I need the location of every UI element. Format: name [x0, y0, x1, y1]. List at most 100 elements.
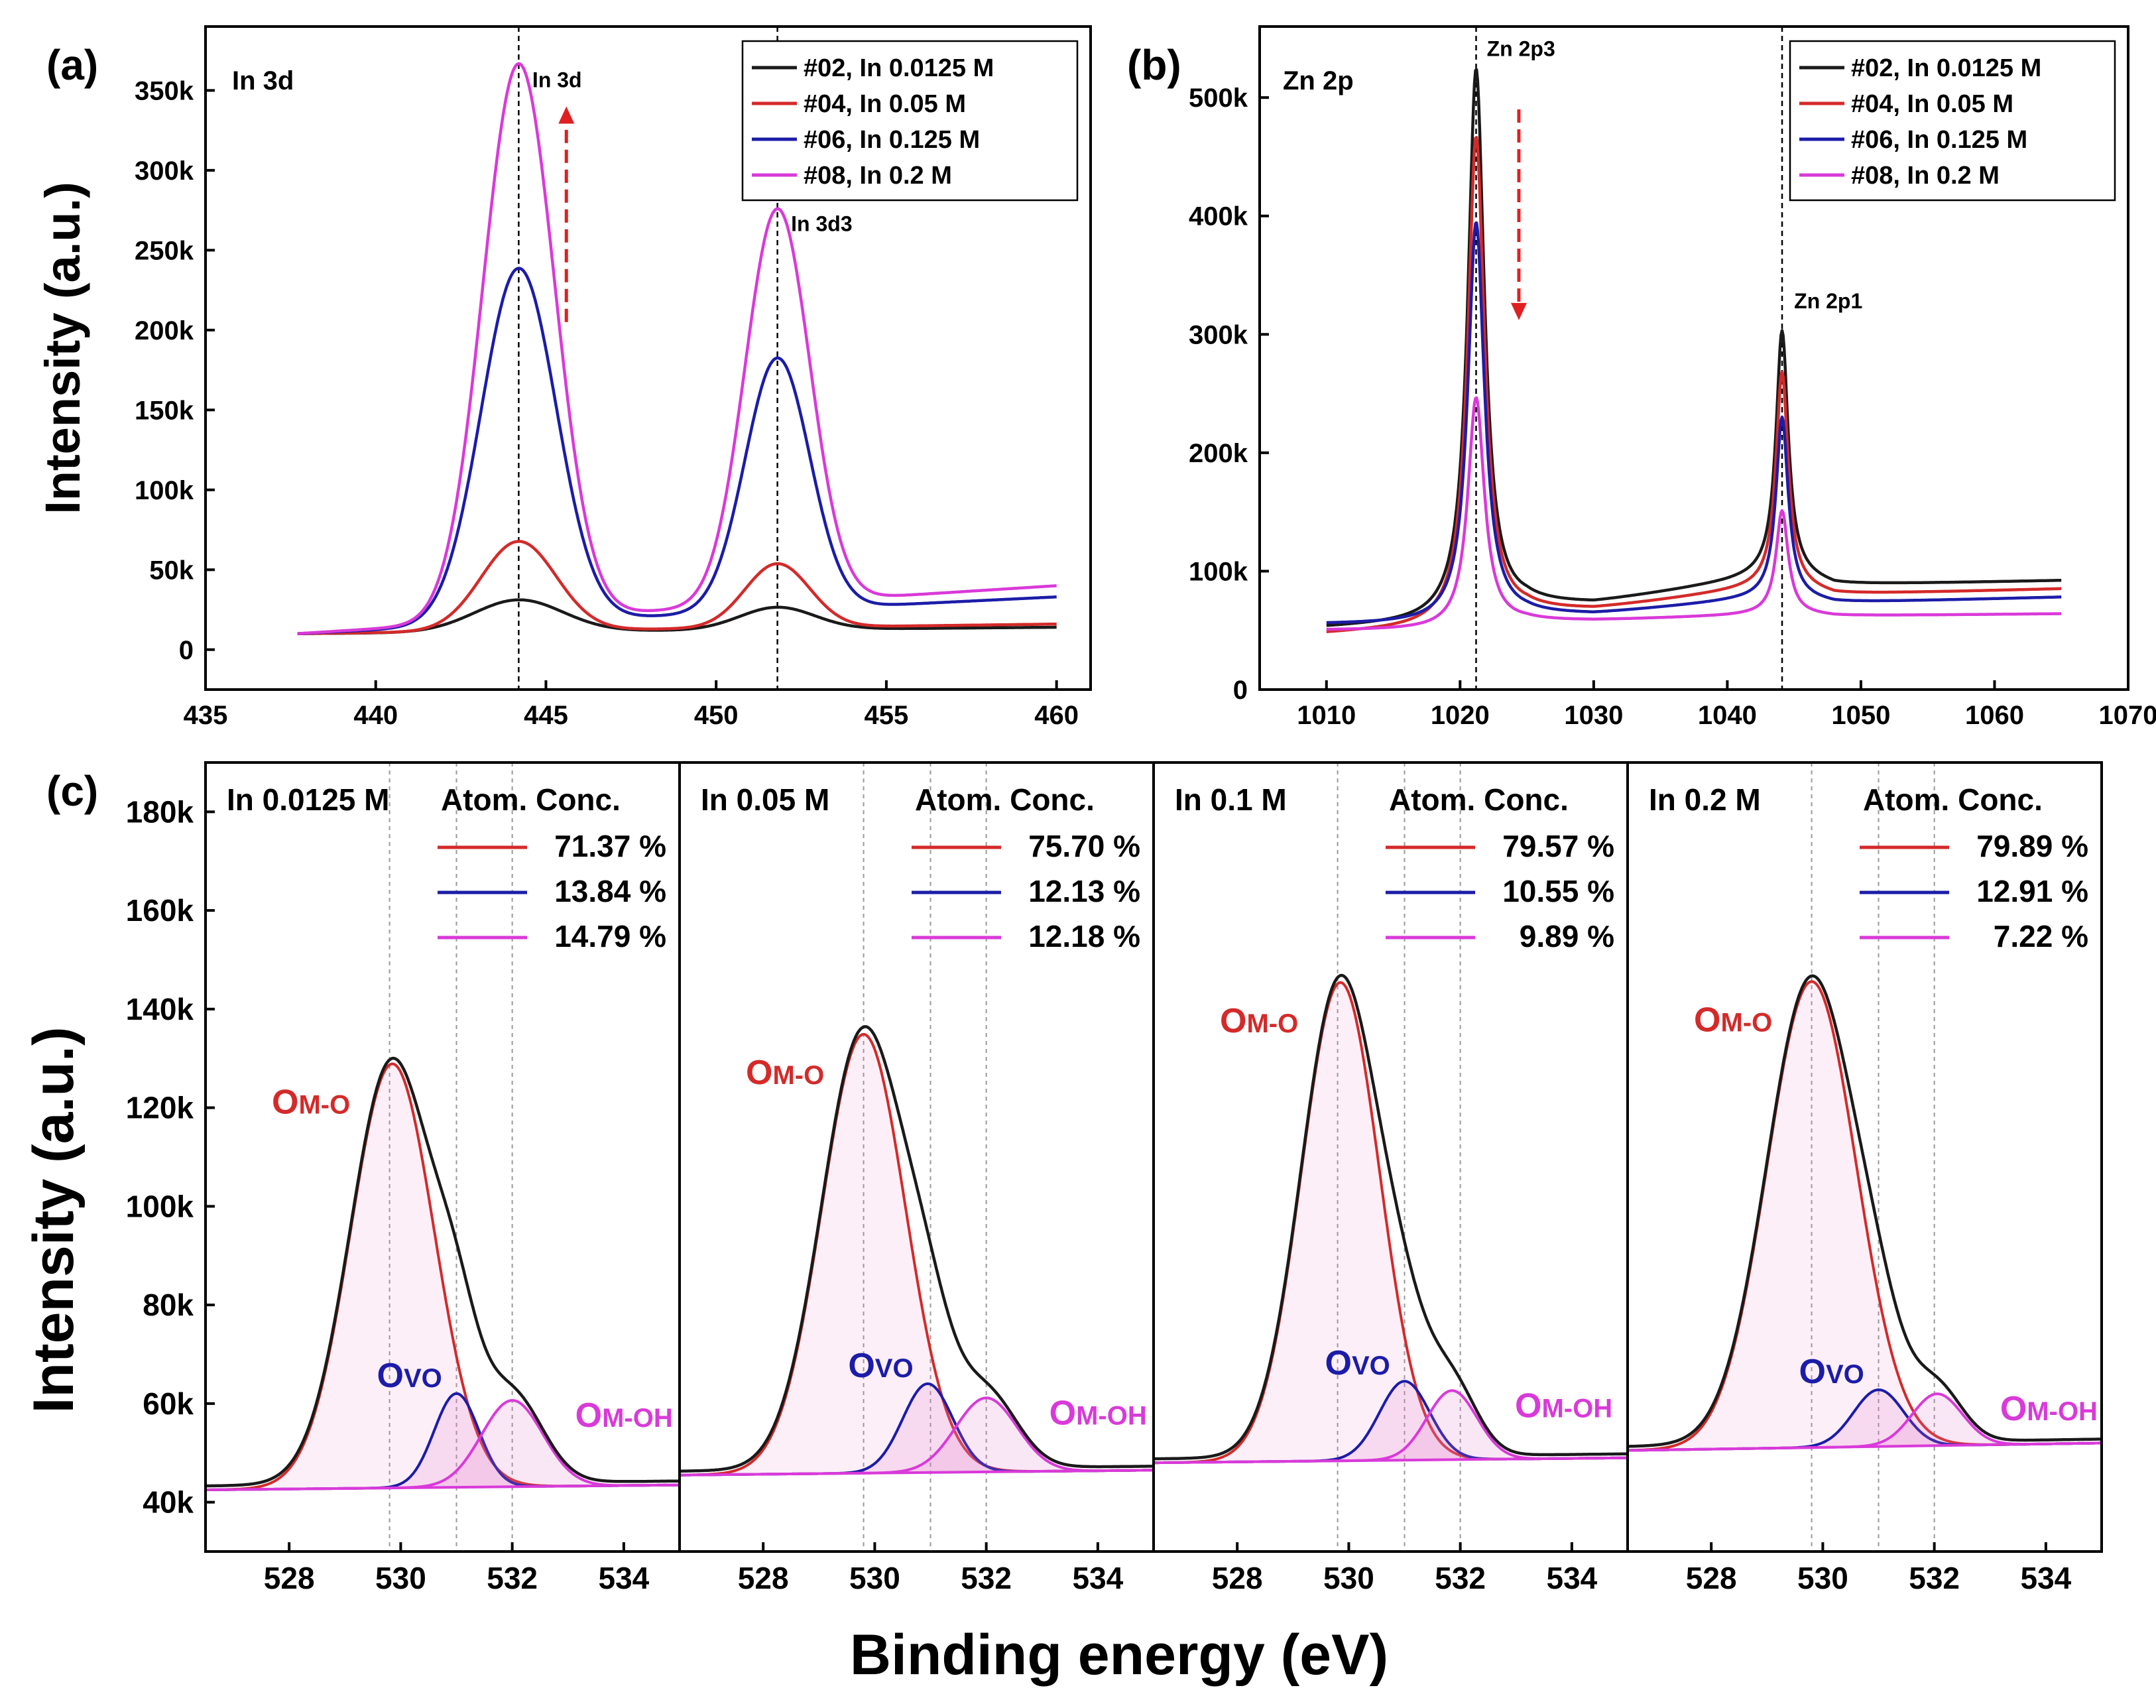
- panel-c-conc-header: Atom. Conc.: [915, 782, 1095, 817]
- panel-c-ytick-label: 100k: [126, 1189, 194, 1223]
- panel-b-ytick-label: 400k: [1189, 202, 1248, 231]
- panel-c-conc-header: Atom. Conc.: [1389, 782, 1569, 817]
- panel-c-component-label: OM-OH: [1515, 1386, 1612, 1425]
- panel-c-component-fill: [206, 1393, 680, 1490]
- panel-c-envelope-line: [680, 1025, 1154, 1473]
- panel-c-conc-value: 71.37 %: [554, 829, 666, 863]
- panel-c-component-label: OM-O: [1220, 1002, 1298, 1040]
- panel-c-component-fill: [680, 1398, 1154, 1475]
- panel-c-baseline: [1153, 1456, 1628, 1465]
- panel-b-series-line-2: [1326, 221, 2062, 625]
- panel-a-ytick-label: 250k: [135, 236, 194, 265]
- panel-c-xtick-label: 534: [1073, 1561, 1124, 1595]
- panel-c-component-label: OM-OH: [2000, 1390, 2098, 1428]
- panel-c-component-fill: [206, 1064, 680, 1490]
- panel-b-xtick-label: 1020: [1431, 701, 1490, 730]
- panel-c-xtick-label: 530: [1797, 1561, 1848, 1595]
- panel-c-conc-value: 9.89 %: [1520, 919, 1614, 953]
- panel-b-legend-entry: #02, In 0.0125 M: [1851, 54, 2041, 82]
- panel-c-component-fill: [680, 1034, 1154, 1475]
- panel-b-label: (b): [1127, 41, 1181, 89]
- panel-c-xtick-label: 528: [1212, 1561, 1263, 1595]
- panel-b: (b) 1010 1020 1030 1040 1050 1060 1070 0 100k 200…: [1127, 25, 2156, 730]
- panel-c-subplot-title: In 0.1 M: [1175, 782, 1287, 817]
- panel-a-legend-entry: #02, In 0.0125 M: [804, 54, 994, 82]
- panel-c-component-label: OM-OH: [1049, 1394, 1147, 1432]
- panel-c-xlabel: Binding energy (eV): [850, 1623, 1388, 1687]
- panel-b-series-line-1: [1326, 135, 2062, 633]
- panel-a-ytick-label: 350k: [135, 76, 194, 105]
- panel-c-ytick-label: 160k: [126, 893, 194, 928]
- panel-c-component-label: OVO: [1799, 1353, 1864, 1391]
- panel-c-xtick-label: 532: [487, 1561, 538, 1595]
- panel-b-xtick-label: 1060: [1965, 701, 2024, 730]
- panel-b-legend-entry: #04, In 0.05 M: [1851, 90, 2013, 118]
- panel-c-component-label: OVO: [1325, 1344, 1390, 1382]
- panel-b-trend-arrow-head: [1510, 302, 1527, 320]
- panel-b-legend-entry: #08, In 0.2 M: [1851, 162, 2000, 190]
- panel-a-legend-entry: #06, In 0.125 M: [804, 126, 980, 154]
- panel-c-subplot-frame: [1626, 761, 2103, 1553]
- panel-c-component-label: OM-O: [1694, 1001, 1772, 1039]
- panel-a-series-line-3: [297, 62, 1057, 635]
- panel-b-xtick-label: 1070: [2099, 701, 2156, 730]
- panel-a-ytick-label: 150k: [135, 396, 194, 425]
- panel-c-xtick-label: 534: [1547, 1561, 1598, 1595]
- panel-a-trend-arrow-head: [558, 106, 575, 124]
- panel-c-subplot-title: In 0.0125 M: [227, 782, 389, 817]
- panel-b-ytick-label: 500k: [1189, 84, 1248, 113]
- panel-c-component-fill: [1154, 1381, 1628, 1463]
- panel-b-frame: [1258, 25, 2129, 691]
- panel-a-legend-entry: #04, In 0.05 M: [804, 90, 966, 118]
- panel-c-ytick-label: 40k: [143, 1485, 194, 1520]
- panel-c-component-fill: [680, 1384, 1154, 1475]
- panel-b-ytick-label: 300k: [1189, 320, 1248, 349]
- panel-c-conc-header: Atom. Conc.: [441, 782, 621, 817]
- panel-a-inset-title: In 3d: [232, 66, 294, 95]
- panel-b-legend-entry: #06, In 0.125 M: [1851, 126, 2027, 154]
- panel-c-subplot-2: 528 530 532 534 In 0.1 M Atom. Conc. 79.57 % 10…: [1152, 761, 1629, 1595]
- panel-c-ytick-label: 120k: [126, 1091, 194, 1125]
- panel-c-xtick-label: 532: [1909, 1561, 1960, 1595]
- panel-a-ytick-label: 100k: [135, 476, 194, 505]
- panel-c-subplot-3: 528 530 532 534 In 0.2 M Atom. Conc. 79.89 % 12…: [1626, 761, 2103, 1595]
- panel-a-legend-entry: #08, In 0.2 M: [804, 162, 952, 190]
- panel-b-inset-title: Zn 2p: [1283, 66, 1354, 95]
- panel-b-xtick-label: 1010: [1297, 701, 1356, 730]
- panel-c-conc-value: 13.84 %: [554, 874, 666, 908]
- panel-c-envelope-line: [1628, 974, 2102, 1448]
- panel-c-component-fill: [1154, 982, 1628, 1463]
- panel-c-component-label: OM-OH: [575, 1396, 673, 1435]
- panel-c-component-label: OM-O: [746, 1054, 824, 1092]
- panel-c-xtick-label: 530: [1323, 1561, 1374, 1595]
- panel-a-ytick-label: 0: [179, 636, 194, 665]
- panel-c-conc-value: 14.79 %: [554, 919, 666, 953]
- panel-c-ytick-label: 80k: [143, 1288, 194, 1322]
- panel-c-baseline: [205, 1483, 680, 1492]
- panel-c-envelope-line: [205, 1056, 680, 1488]
- panel-c-subplot-title: In 0.2 M: [1649, 782, 1761, 817]
- panel-c-component-fill: [206, 1400, 680, 1490]
- panel-c-baseline: [1627, 1441, 2102, 1452]
- panel-c-ytick-label: 140k: [126, 992, 194, 1026]
- panel-a-xtick-label: 460: [1034, 701, 1079, 730]
- panel-c-subplot-title: In 0.05 M: [701, 782, 829, 817]
- panel-a-ytick-label: 200k: [135, 316, 194, 345]
- panel-b-xtick-label: 1030: [1564, 701, 1623, 730]
- panel-c-conc-value: 75.70 %: [1028, 829, 1140, 863]
- panel-b-xtick-label: 1040: [1698, 701, 1757, 730]
- panel-c-ytick-label: 180k: [126, 794, 194, 829]
- panel-a-series-line-1: [297, 540, 1057, 635]
- panel-a-xtick-label: 450: [694, 701, 739, 730]
- panel-c-conc-value: 12.13 %: [1028, 874, 1140, 908]
- panel-c-xtick-label: 530: [849, 1561, 900, 1595]
- panel-b-ytick-label: 200k: [1189, 439, 1248, 468]
- panel-b-xtick-label: 1050: [1831, 701, 1890, 730]
- panel-c-conc-value: 12.91 %: [1976, 874, 2088, 908]
- panel-a-xtick-label: 440: [353, 701, 398, 730]
- panel-a-legend-box: [741, 40, 1079, 202]
- panel-c-xtick-label: 528: [264, 1561, 315, 1595]
- panel-b-peak-label: Zn 2p3: [1487, 37, 1555, 61]
- panel-c-envelope-line: [1154, 973, 1628, 1461]
